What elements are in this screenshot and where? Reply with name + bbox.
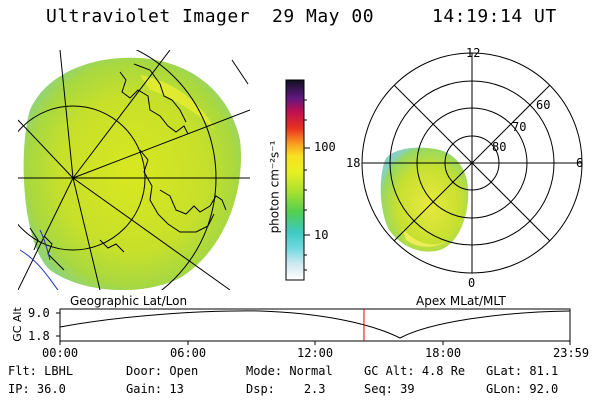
- mlat-label-80: 80: [492, 140, 507, 154]
- polar-plot: [361, 52, 583, 274]
- altitude-ytick-1-8: 1.8: [28, 329, 50, 343]
- altitude-ytick-9: 9.0: [28, 306, 50, 320]
- blue-boundary: [39, 229, 51, 261]
- info-ip: IP: 36.0: [8, 382, 66, 396]
- altitude-ylabel: GC Alt: [10, 307, 24, 342]
- x-tick-0600: 06:00: [170, 346, 207, 360]
- x-tick-0000: 00:00: [42, 346, 79, 360]
- x-tick-1200: 12:00: [297, 346, 334, 360]
- info-glon: GLon: 92.0: [486, 382, 559, 396]
- bright-arc: [402, 228, 448, 247]
- colorbar-tick-10: 10: [314, 228, 329, 242]
- mlt-label-18: 18: [346, 156, 361, 170]
- limb-line: [231, 59, 249, 85]
- mlat-label-60: 60: [536, 98, 551, 112]
- mlt-label-6: 6: [576, 156, 584, 170]
- right-panel-caption: Apex MLat/MLT: [416, 294, 506, 308]
- mlt-label-0: 0: [468, 276, 476, 290]
- colorbar-tick-100: 100: [314, 140, 336, 154]
- info-seq: Seq: 39: [364, 382, 415, 396]
- mlat-label-70: 70: [512, 120, 527, 134]
- mlt-label-12: 12: [466, 46, 481, 60]
- instrument-title: Ultraviolet Imager: [46, 6, 251, 27]
- info-dsp: Dsp: 2.3: [246, 382, 326, 396]
- info-gc-alt: GC Alt: 4.8 Re: [364, 364, 466, 378]
- x-tick-2359: 23:59: [553, 346, 590, 360]
- colorbar-ticks: [304, 99, 310, 271]
- aurora-blob-right: [380, 147, 469, 252]
- colorbar-unit-label: photon cm⁻²s⁻¹: [267, 140, 282, 234]
- left-panel-caption: Geographic Lat/Lon: [70, 294, 188, 308]
- colorbar: [285, 79, 305, 281]
- info-glat: GLat: 81.1: [486, 364, 559, 378]
- info-door: Door: Open: [126, 364, 199, 378]
- date-label: 29 May 00: [272, 6, 375, 27]
- altitude-plot: [56, 308, 571, 345]
- bright-patch: [140, 75, 215, 130]
- time-label: 14:19:14 UT: [432, 6, 557, 27]
- x-tick-1800: 18:00: [425, 346, 462, 360]
- meridians: [18, 50, 250, 290]
- altitude-curve: [59, 310, 571, 339]
- blue-boundary: [19, 249, 59, 290]
- geographic-image: [18, 50, 250, 290]
- aurora-blob-left: [23, 57, 241, 290]
- info-mode: Mode: Normal: [246, 364, 333, 378]
- info-flt: Flt: LBHL: [8, 364, 74, 378]
- info-gain: Gain: 13: [126, 382, 184, 396]
